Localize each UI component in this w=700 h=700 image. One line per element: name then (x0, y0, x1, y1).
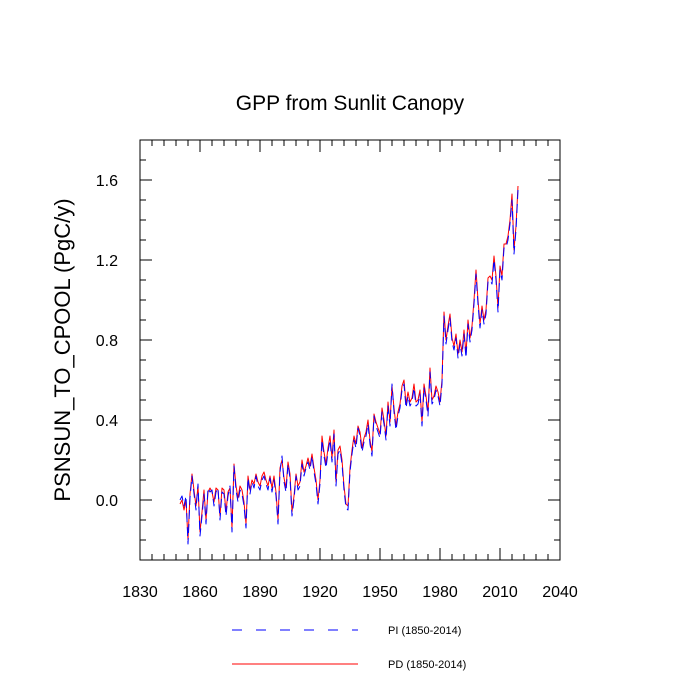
x-tick-label: 1980 (422, 584, 458, 601)
x-tick-label: 1860 (182, 584, 218, 601)
x-tick-label: 1830 (122, 584, 158, 601)
legend-label-pi: PI (1850-2014) (388, 625, 461, 637)
plot-frame (139, 139, 561, 561)
x-tick-label: 1890 (242, 584, 278, 601)
y-tick-label: 1.2 (96, 253, 118, 270)
x-tick-label: 2040 (542, 584, 578, 601)
legend-label-pd: PD (1850-2014) (388, 659, 466, 671)
legend-entry-pi: PI (1850-2014) (232, 625, 461, 637)
axes: 1830 1860 1890 1920 1950 1980 2010 2040 0.0 0.4 0.… (96, 139, 578, 601)
x-tick-label: 2010 (482, 584, 518, 601)
legend: PI (1850-2014) PD (1850-2014) (232, 625, 466, 671)
y-tick-label: 0.8 (96, 333, 118, 350)
plot-series (179, 185, 519, 545)
y-axis-label: PSNSUN_TO_CPOOL (PgC/y) (50, 198, 75, 501)
series-line-pi (179, 189, 519, 545)
series-line-pd (179, 185, 519, 541)
x-tick-label: 1920 (302, 584, 338, 601)
x-tick-label: 1950 (362, 584, 398, 601)
y-tick-label: 1.6 (96, 173, 118, 190)
y-tick-label: 0.0 (96, 493, 118, 510)
legend-entry-pd: PD (1850-2014) (232, 659, 466, 671)
y-tick-label: 0.4 (96, 413, 118, 430)
chart-title: GPP from Sunlit Canopy (236, 92, 465, 115)
